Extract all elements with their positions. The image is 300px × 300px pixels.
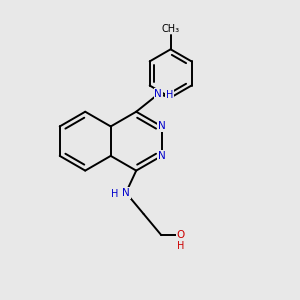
Text: O: O [177,230,185,240]
Text: CH₃: CH₃ [161,24,180,34]
Text: H: H [166,90,173,100]
Text: H: H [177,241,185,251]
Text: N: N [122,188,130,198]
Text: N: N [154,89,162,99]
Text: N: N [158,151,166,161]
Text: N: N [158,122,166,131]
Text: H: H [111,189,118,199]
